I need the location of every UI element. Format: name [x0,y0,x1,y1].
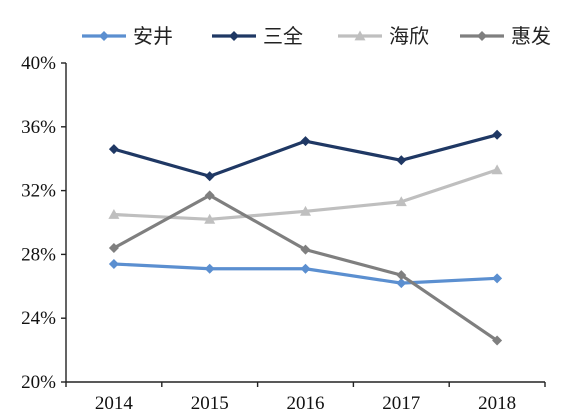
data-point [300,205,311,216]
legend-marker [99,31,109,41]
legend-marker [354,30,366,41]
legend-marker [477,31,487,41]
y-tick-label: 20% [21,372,56,393]
series-3 [108,164,503,224]
x-tick-label: 2018 [478,393,516,414]
data-point [396,278,407,289]
series-2 [108,129,503,182]
data-point [108,144,119,155]
series-4 [108,190,503,346]
data-point [300,244,311,255]
legend-label: 安井 [133,24,173,48]
data-point [108,258,119,269]
data-point [395,196,407,207]
legend-item: 三全 [212,24,303,48]
legend-marker [229,31,239,41]
x-tick-label: 2017 [382,393,420,414]
series-layer [108,129,503,346]
legend-item: 海欣 [338,24,429,48]
axes: 20% 24% 28% 32% 36% 40% 2014 2015 2016 2017 2018 [21,53,546,414]
data-point [492,335,503,346]
data-point [492,129,503,140]
legend: 安井 三全 海欣 惠发 [82,24,551,48]
y-tick-label: 36% [21,117,56,138]
x-tick-label: 2016 [287,393,325,414]
data-point [204,263,215,274]
data-point [204,213,216,224]
y-tick-label: 40% [21,53,56,74]
data-point [300,263,311,274]
legend-label: 惠发 [511,24,551,48]
legend-item: 惠发 [460,24,551,48]
data-point [204,190,215,201]
data-point [108,209,120,219]
data-point [396,270,407,281]
y-tick-label: 24% [21,308,56,329]
data-point [491,164,503,175]
data-point [108,243,119,254]
legend-label: 海欣 [389,24,429,48]
y-tick-label: 28% [21,244,56,265]
data-point [492,273,503,284]
data-point [300,136,311,147]
series-1 [108,258,503,289]
legend-label: 三全 [263,24,303,48]
data-point [204,171,215,182]
x-tick-label: 2015 [191,393,229,414]
legend-item: 安井 [82,24,173,48]
data-point [396,155,407,166]
x-tick-label: 2014 [95,393,134,414]
y-tick-label: 32% [21,181,56,202]
